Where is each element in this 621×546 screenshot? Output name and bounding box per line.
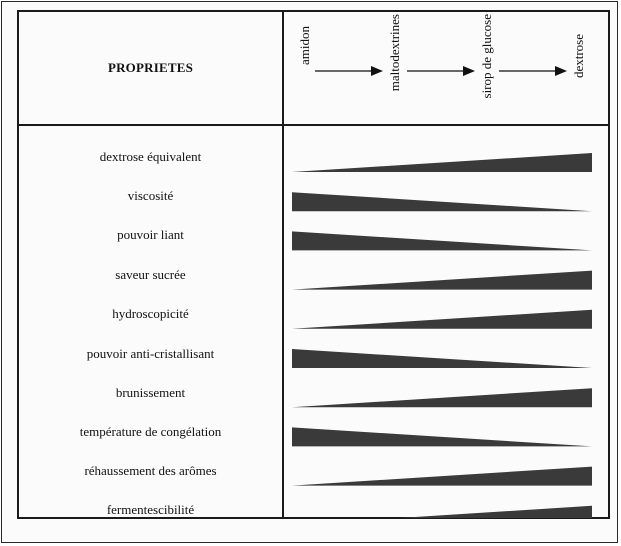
property-label: fermentescibilité xyxy=(106,502,195,517)
trend-wedge-increasing xyxy=(292,309,592,329)
property-label: température de congélation xyxy=(79,424,222,439)
arrow-icon xyxy=(499,66,567,76)
trend-wedge-decreasing xyxy=(292,427,592,447)
trend-wedge-increasing xyxy=(292,466,592,486)
trend-wedge-increasing xyxy=(292,153,592,172)
trend-wedge-decreasing xyxy=(292,192,592,212)
trend-wedge-increasing xyxy=(399,505,592,518)
property-label: saveur sucrée xyxy=(115,267,186,282)
column-divider xyxy=(282,12,284,517)
trend-wedges xyxy=(292,153,592,518)
trend-wedge-increasing xyxy=(292,388,592,408)
property-label: pouvoir liant xyxy=(117,227,184,242)
property-label: brunissement xyxy=(115,385,186,400)
trend-wedge-decreasing xyxy=(292,349,592,368)
trend-wedge-decreasing xyxy=(292,231,592,251)
header-divider xyxy=(19,124,608,126)
stage-sirop-de-glucose: sirop de glucose xyxy=(479,14,494,99)
trend-wedge-increasing xyxy=(292,270,592,290)
property-label: dextrose équivalent xyxy=(99,149,202,164)
arrow-icon xyxy=(315,66,383,76)
arrow-icon xyxy=(407,66,475,76)
properties-table: PROPRIETES amidon maltodextrines sirop d… xyxy=(17,10,610,519)
stage-amidon: amidon xyxy=(297,26,312,65)
property-label: viscosité xyxy=(127,188,174,203)
property-label: hydroscopicité xyxy=(112,306,189,321)
stage-dextrose: dextrose xyxy=(571,34,586,79)
property-label: pouvoir anti-cristallisant xyxy=(86,346,215,361)
property-label: réhaussement des arômes xyxy=(84,463,217,478)
stage-maltodextrines: maltodextrines xyxy=(387,14,402,92)
properties-header: PROPRIETES xyxy=(107,60,194,75)
